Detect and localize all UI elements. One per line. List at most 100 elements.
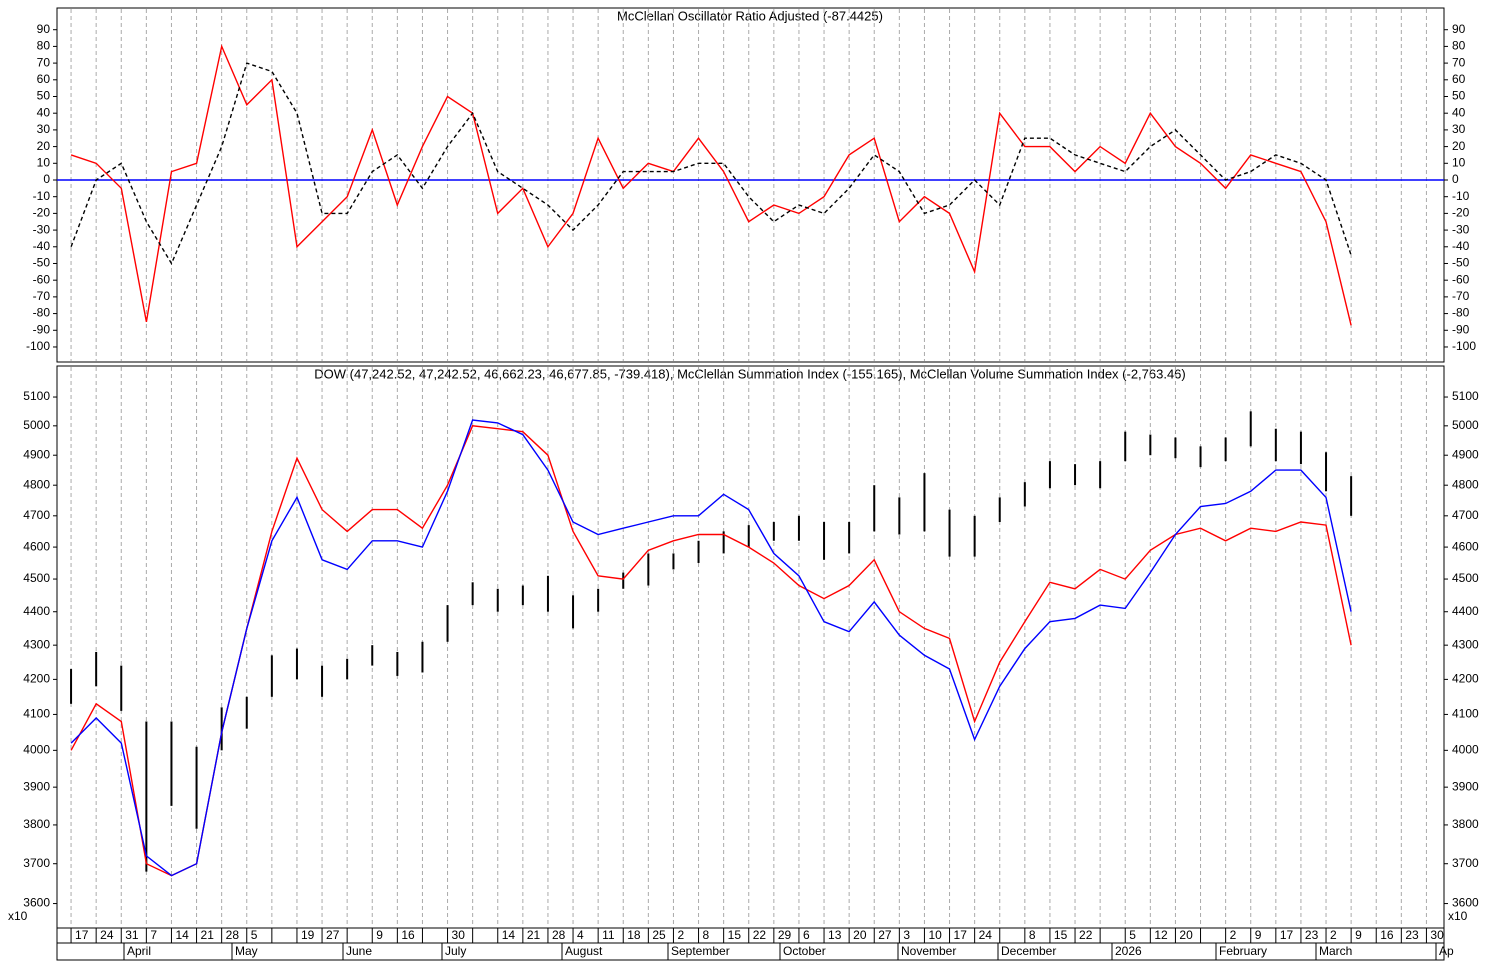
x-tick-label: 16: [1380, 928, 1394, 942]
y-tick-label: 70: [37, 55, 51, 69]
x-tick-label: 9: [376, 928, 383, 942]
y-tick-label: 5100: [23, 389, 50, 403]
x-tick-label: 27: [326, 928, 340, 942]
y-tick-label: 70: [1452, 55, 1466, 69]
y-tick-label: 3800: [1452, 817, 1479, 831]
y-tick-label: 4200: [23, 672, 50, 686]
y-tick-label: 3900: [23, 779, 50, 793]
x-tick-label: 24: [979, 928, 993, 942]
y-tick-label: 30: [37, 122, 51, 136]
y-tick-label: -30: [33, 222, 51, 236]
y-tick-label: 50: [37, 89, 51, 103]
x-tick-label: 27: [878, 928, 892, 942]
y-tick-label: 20: [37, 139, 51, 153]
y-multiplier: x10: [1448, 909, 1468, 923]
x-tick-label: 2: [1330, 928, 1337, 942]
y-tick-label: -80: [1452, 306, 1470, 320]
x-tick-label: 15: [728, 928, 742, 942]
y-tick-label: 50: [1452, 89, 1466, 103]
x-tick-label: 20: [1179, 928, 1193, 942]
x-tick-label: 29: [778, 928, 792, 942]
y-tick-label: 3600: [1452, 896, 1479, 910]
y-tick-label: -80: [33, 306, 51, 320]
x-tick-label: 23: [1405, 928, 1419, 942]
x-axis-frame: [56, 927, 1445, 961]
bottom-title: DOW (47,242.52, 47,242.52, 46,662.23, 46…: [314, 366, 1186, 381]
y-tick-label: 4100: [23, 707, 50, 721]
y-tick-label: 80: [37, 39, 51, 53]
x-tick-label: 30: [1430, 928, 1444, 942]
y-tick-label: -30: [1452, 222, 1470, 236]
y-tick-label: 40: [37, 105, 51, 119]
y-tick-label: 3800: [23, 817, 50, 831]
x-tick-label: 30: [452, 928, 466, 942]
series-line: [70, 425, 1352, 877]
month-label: Ap: [1439, 944, 1454, 958]
y-tick-label: 90: [1452, 22, 1466, 36]
y-tick-label: -70: [33, 289, 51, 303]
x-tick-label: 18: [627, 928, 641, 942]
x-tick-label: 2: [1230, 928, 1237, 942]
x-tick-label: 17: [1280, 928, 1294, 942]
y-tick-label: 4800: [1452, 477, 1479, 491]
y-tick-label: 60: [1452, 72, 1466, 86]
x-tick-label: 28: [226, 928, 240, 942]
y-tick-label: 4500: [23, 571, 50, 585]
x-tick-label: 4: [577, 928, 584, 942]
x-tick-label: 7: [150, 928, 157, 942]
y-tick-label: -60: [33, 272, 51, 286]
y-tick-label: 5000: [23, 418, 50, 432]
x-tick-label: 11: [602, 928, 615, 942]
x-tick-label: 12: [1154, 928, 1168, 942]
x-tick-label: 19: [301, 928, 315, 942]
month-label: October: [783, 944, 826, 958]
month-label: 2026: [1115, 944, 1142, 958]
y-tick-label: 80: [1452, 39, 1466, 53]
y-tick-label: -70: [1452, 289, 1470, 303]
x-tick-label: 2: [677, 928, 684, 942]
x-tick-label: 16: [401, 928, 415, 942]
y-tick-label: 60: [37, 72, 51, 86]
y-tick-label: -90: [1452, 322, 1470, 336]
month-label: December: [1001, 944, 1056, 958]
y-tick-label: 30: [1452, 122, 1466, 136]
x-tick-label: 17: [75, 928, 89, 942]
month-label: May: [235, 944, 258, 958]
y-tick-label: 10: [1452, 155, 1466, 169]
x-tick-label: 25: [652, 928, 666, 942]
x-tick-label: 9: [1355, 928, 1362, 942]
y-tick-label: -10: [1452, 189, 1470, 203]
y-tick-label: 90: [37, 22, 51, 36]
x-tick-label: 8: [703, 928, 710, 942]
y-tick-label: -20: [1452, 206, 1470, 220]
y-tick-label: 40: [1452, 105, 1466, 119]
x-tick-label: 23: [1305, 928, 1319, 942]
y-tick-label: 4700: [1452, 508, 1479, 522]
y-tick-label: 4100: [1452, 707, 1479, 721]
series-line: [70, 419, 1352, 877]
y-tick-label: 3900: [1452, 779, 1479, 793]
y-tick-label: 4000: [1452, 743, 1479, 757]
y-tick-label: -100: [26, 339, 50, 353]
x-tick-label: 3: [903, 928, 910, 942]
y-tick-label: 3700: [1452, 856, 1479, 870]
y-tick-label: 20: [1452, 139, 1466, 153]
y-tick-label: -50: [1452, 256, 1470, 270]
x-tick-label: 9: [1255, 928, 1262, 942]
y-tick-label: 4600: [1452, 539, 1479, 553]
x-tick-label: 10: [928, 928, 942, 942]
y-tick-label: -10: [33, 189, 51, 203]
x-tick-label: 22: [1079, 928, 1093, 942]
y-tick-label: 5000: [1452, 418, 1479, 432]
month-label: August: [565, 944, 603, 958]
y-tick-label: 10: [37, 155, 51, 169]
y-tick-label: 4300: [23, 637, 50, 651]
y-tick-label: 4400: [23, 604, 50, 618]
month-label: April: [127, 944, 151, 958]
x-tick-label: 13: [828, 928, 842, 942]
month-label: March: [1319, 944, 1352, 958]
y-tick-label: -40: [1452, 239, 1470, 253]
month-label: September: [671, 944, 730, 958]
y-tick-label: -90: [33, 322, 51, 336]
